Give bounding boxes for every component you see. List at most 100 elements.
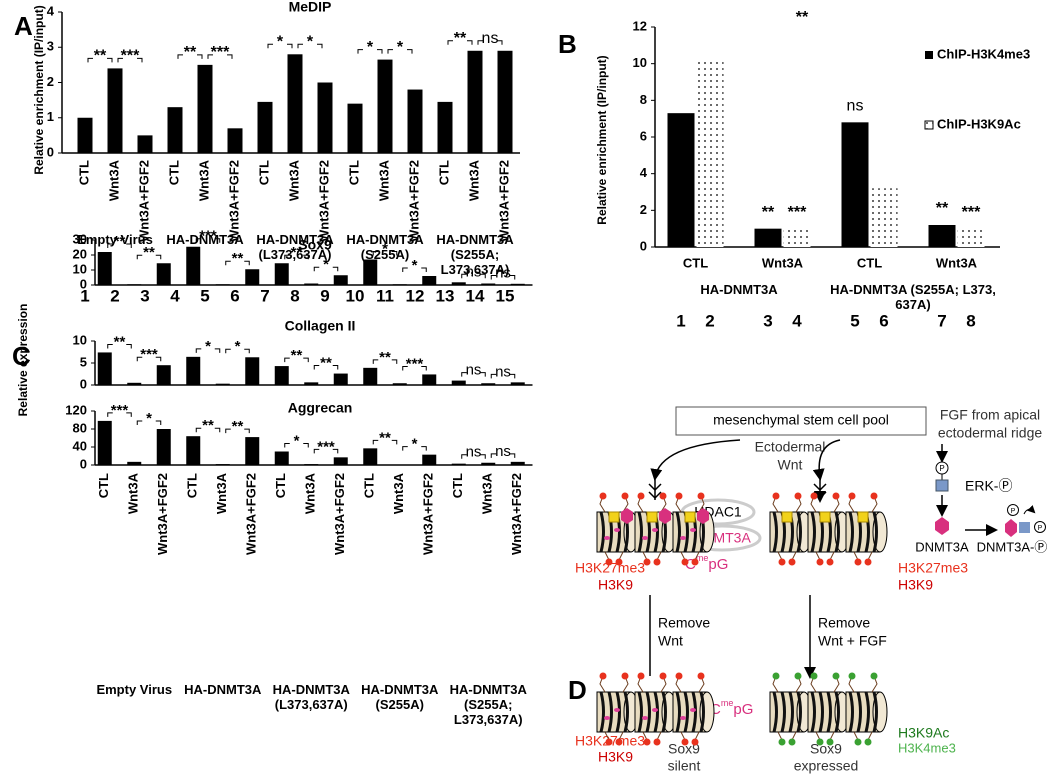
lane-number: 4 — [170, 286, 180, 305]
significance-bracket — [461, 454, 486, 459]
tail-mark — [810, 492, 818, 500]
tail-mark — [854, 738, 862, 746]
dna-wrap — [856, 691, 862, 733]
x-tick-label: Wnt3A — [762, 255, 804, 270]
tail-mark — [848, 672, 856, 680]
significance: *** — [406, 355, 424, 372]
y-tick-label: 0 — [640, 238, 647, 253]
x-tick-label: Wnt3A — [196, 159, 211, 201]
legend-swatch — [924, 120, 934, 130]
tail-mark — [870, 492, 878, 500]
bar — [407, 89, 423, 153]
methyl-cpg — [652, 528, 658, 532]
bar — [377, 59, 393, 153]
y-tick-label: 6 — [640, 128, 647, 143]
dnmt3a-mark — [659, 508, 671, 524]
tail-mark — [621, 492, 629, 500]
annotation: ** — [796, 9, 809, 26]
tail-mark — [832, 492, 840, 500]
y-tick-label: 5 — [80, 354, 87, 369]
tail-mark — [621, 672, 629, 680]
significance: * — [146, 410, 152, 427]
remove-label: Wnt — [658, 633, 683, 649]
x-tick-label: Wnt3A+FGF2 — [332, 473, 347, 555]
significance: ns — [495, 264, 511, 281]
tail-mark — [794, 492, 802, 500]
tail-mark — [772, 492, 780, 500]
x-tick-label: Wnt3A — [286, 159, 301, 201]
y-axis-label: Relative enrichment (IP/input) — [595, 55, 609, 224]
group-label: Empty Virus — [77, 232, 153, 247]
bar — [392, 383, 407, 385]
significance-bracket — [87, 57, 113, 63]
x-tick-label: Wnt3A — [376, 159, 391, 201]
tail-mark — [870, 672, 878, 680]
x-tick-label: CTL — [166, 160, 181, 185]
methyl-cpg — [690, 708, 696, 712]
x-mark — [646, 511, 658, 523]
bar — [127, 284, 142, 285]
y-tick-label: 10 — [73, 332, 87, 347]
significance-bracket — [195, 348, 221, 353]
significance-bracket — [107, 343, 132, 349]
bar — [333, 373, 348, 385]
significance-bracket — [225, 260, 250, 266]
bar — [245, 357, 260, 385]
bar — [422, 276, 437, 285]
bar — [392, 284, 407, 285]
tail-mark — [816, 558, 824, 566]
remove-label: Remove — [818, 615, 870, 631]
significance: ns — [466, 263, 482, 280]
significance-bracket — [284, 443, 309, 448]
significance-bracket — [284, 357, 309, 363]
significance: * — [277, 34, 284, 51]
significance-bracket — [372, 439, 398, 445]
tail-mark — [697, 672, 705, 680]
x-tick-label: Wnt3A — [106, 159, 121, 201]
lane-number: 15 — [496, 286, 515, 305]
bar — [274, 263, 289, 285]
x-tick-label: Wnt3A+FGF2 — [244, 473, 259, 555]
arrow — [650, 439, 741, 481]
tail-mark — [788, 558, 796, 566]
tail-mark — [675, 672, 683, 680]
y-tick-label: 30 — [73, 231, 87, 246]
bar — [363, 367, 378, 385]
dna-wrap — [848, 511, 854, 553]
fgf-label: ectodermal ridge — [938, 425, 1042, 441]
x-tick-label: CTL — [76, 160, 91, 185]
significance-bracket — [490, 453, 516, 458]
erk-label: ERK-Ⓟ — [965, 478, 1012, 494]
significance-bracket — [461, 372, 486, 377]
significance-bracket — [195, 427, 221, 433]
dna-wrap — [683, 691, 689, 733]
dna-wrap — [864, 691, 870, 733]
bar — [287, 54, 303, 153]
group-label: HA-DNMT3A (S255A; L373,637A) — [436, 232, 514, 277]
bar — [363, 448, 378, 465]
lane-number: 14 — [466, 286, 485, 305]
phospho-label: P — [1011, 508, 1016, 515]
h3k27me3-label: H3K27me3 — [898, 560, 968, 576]
significance-bracket — [107, 243, 132, 248]
tail-mark — [810, 672, 818, 680]
tail-mark — [794, 672, 802, 680]
dna-wrap — [623, 691, 629, 733]
x-tick-label: Wnt3A — [466, 159, 481, 201]
bar — [245, 269, 260, 285]
significance: *** — [111, 402, 129, 419]
dna-wrap — [691, 691, 697, 733]
group-label: HA-DNMT3A (S255A; L373,637A) — [449, 682, 527, 727]
tail-mark — [772, 672, 780, 680]
panel-label: C — [12, 341, 31, 371]
tail-mark — [816, 738, 824, 746]
phospho-circle — [1034, 521, 1046, 533]
x-tick-label: CTL — [857, 255, 882, 270]
methyl-cpg — [690, 528, 696, 532]
significance: *** — [199, 228, 217, 245]
significance-bracket — [136, 356, 162, 362]
dna-wrap — [615, 691, 621, 733]
dnmt3a-mark — [697, 508, 709, 524]
significance-bracket — [225, 428, 250, 434]
x-mark — [819, 511, 831, 523]
